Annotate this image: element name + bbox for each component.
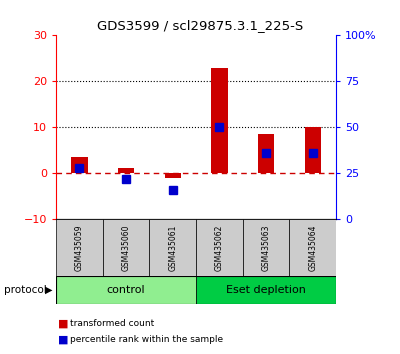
Text: GSM435062: GSM435062 [215,224,224,271]
Bar [118,168,134,173]
Bar [56,219,103,276]
Text: control: control [107,285,145,295]
Text: protocol: protocol [4,285,47,295]
Text: Eset depletion: Eset depletion [226,285,306,295]
Bar [196,219,243,276]
Bar [103,219,149,276]
Text: GSM435061: GSM435061 [168,224,177,271]
Text: GSM435059: GSM435059 [75,224,84,271]
Bar [149,219,196,276]
Bar [258,134,274,173]
Text: transformed count: transformed count [70,319,154,329]
Text: GDS3599 / scl29875.3.1_225-S: GDS3599 / scl29875.3.1_225-S [97,19,303,33]
Bar [243,219,289,276]
Bar [211,68,228,173]
Bar [71,157,88,173]
Bar [196,276,336,304]
Text: ■: ■ [58,335,68,345]
Text: GSM435060: GSM435060 [122,224,130,271]
Bar [164,173,181,178]
Text: ■: ■ [58,319,68,329]
Text: ▶: ▶ [45,285,52,295]
Bar [289,219,336,276]
Text: GSM435063: GSM435063 [262,224,270,271]
Text: percentile rank within the sample: percentile rank within the sample [70,335,223,344]
Text: GSM435064: GSM435064 [308,224,317,271]
Bar [304,127,321,173]
Bar [56,276,196,304]
